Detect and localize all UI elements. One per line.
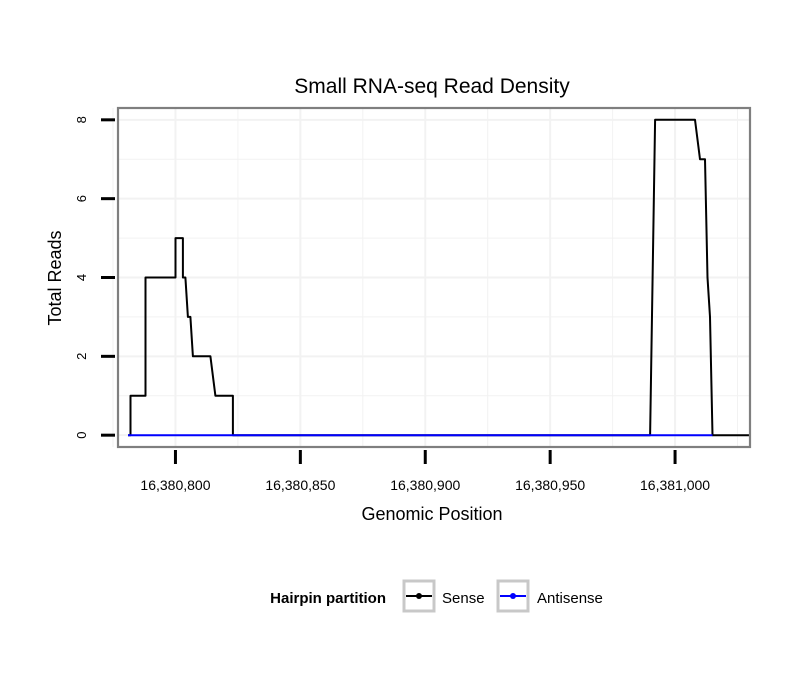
series-line-sense xyxy=(128,118,750,437)
x-tick-label: 16,380,950 xyxy=(515,477,585,493)
legend-title: Hairpin partition xyxy=(270,590,386,607)
legend-dot-antisense xyxy=(510,593,516,599)
y-tick-label: 0 xyxy=(74,432,89,439)
legend-label-antisense: Antisense xyxy=(537,590,603,607)
legend: Hairpin partition Sense Antisense xyxy=(270,579,603,613)
grid-lines xyxy=(112,108,750,447)
legend-dot-sense xyxy=(416,593,422,599)
y-tick-label: 6 xyxy=(74,195,89,202)
legend-entry-antisense: Antisense xyxy=(496,579,603,613)
x-tick-label: 16,380,800 xyxy=(140,477,210,493)
y-tick-label: 4 xyxy=(74,274,89,281)
series-lines xyxy=(128,118,750,437)
x-axis-ticks: 16,380,800 16,380,850 16,380,900 16,380,950… xyxy=(140,450,710,493)
plot-border xyxy=(116,106,752,449)
x-tick-label: 16,380,850 xyxy=(265,477,335,493)
legend-label-sense: Sense xyxy=(442,590,485,607)
y-tick-label: 8 xyxy=(74,116,89,123)
legend-entry-sense: Sense xyxy=(402,579,485,613)
x-tick-label: 16,380,900 xyxy=(390,477,460,493)
y-tick-label: 2 xyxy=(74,353,89,360)
y-axis-title: Total Reads xyxy=(45,230,65,325)
chart-title: Small RNA-seq Read Density xyxy=(294,75,570,98)
y-axis-ticks: 0 2 4 6 8 xyxy=(74,116,115,439)
x-axis-title: Genomic Position xyxy=(361,504,502,524)
x-tick-label: 16,381,000 xyxy=(640,477,710,493)
